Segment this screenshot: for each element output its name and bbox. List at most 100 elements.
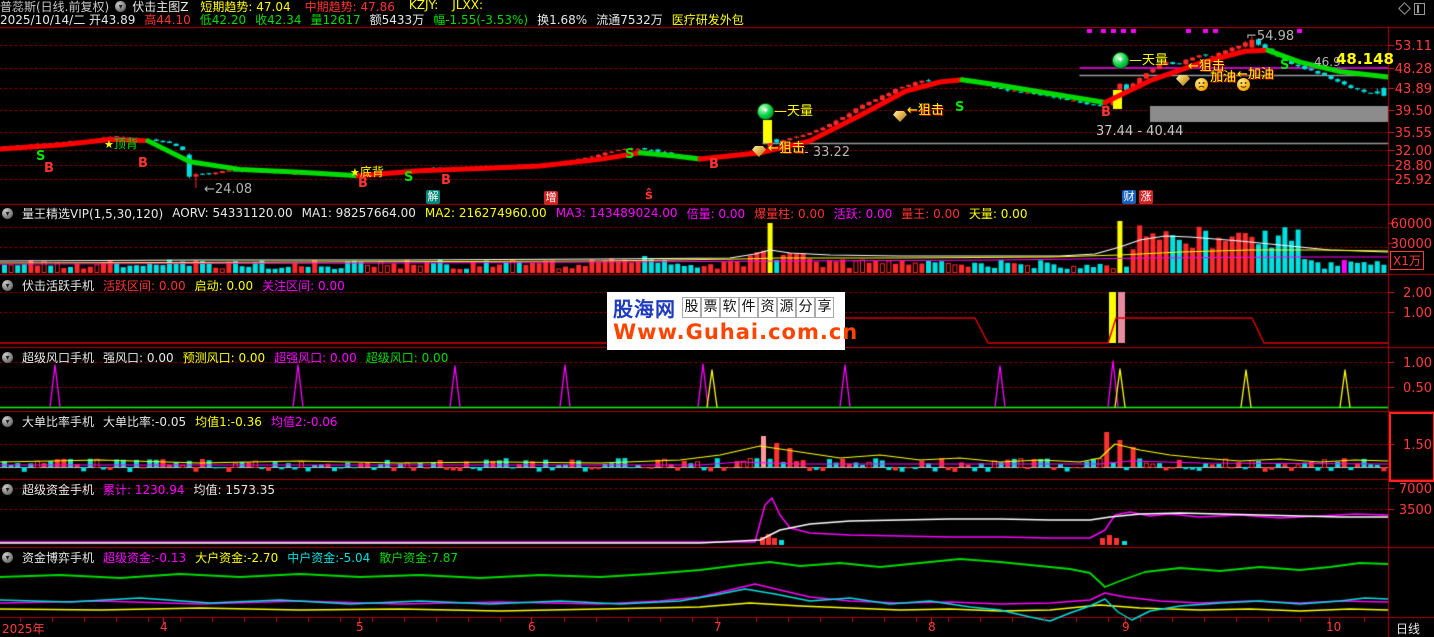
trend-segment: JLXX: [452,0,483,12]
event-badge: 解 [426,190,440,204]
divergence-label: ★顶背 [104,137,138,151]
panel-fuji-active-segment: 启动: 0.00 [194,278,254,293]
smiley-face-icon [1237,78,1250,91]
panel-fund-game-segment: 超级资金:-0.13 [103,550,187,565]
stock-name: 普蕊斯(日线.前复权) [0,0,110,14]
panel-layout-icon[interactable] [1414,3,1425,15]
quote-segment: 幅-1.55(-3.53%) [433,13,529,27]
panel-super-fund-segment: 超级资金手机 [22,482,95,497]
collapse-circle-icon[interactable]: ▾ [2,483,13,495]
panel-fuji-active-segment: 伏击活跃手机 [22,278,95,293]
quote-segment: 2025/10/14/二 开43.89 [0,13,136,27]
panel-volume-segment: MA3: 143489024.00 [555,206,678,220]
panel-volume-segment: 量王: 0.00 [901,206,960,221]
sky-volume-icon: ✦ —天量 [757,103,813,120]
panel-volume-segment: 量王精选VIP(1,5,30,120) [22,206,164,221]
gem-icon [1176,75,1190,86]
axis-price-label: 3500 [1398,503,1432,518]
panel-super-wind-segment: 超级风口手机 [22,350,95,365]
chart-label: ←狙击 [1188,59,1225,74]
panel-fund-game-segment: 中户资金:-5.04 [287,550,371,565]
chart-label: ←狙击 [768,141,805,156]
collapse-circle-icon[interactable]: ▾ [2,279,13,291]
axis-price-label: 1.00 [1403,306,1432,321]
trend-segment: KZJY: [408,0,439,12]
trend-values: 短期趋势: 47.04 中期趋势: 47.86 KZJY: JLXX: [200,0,497,15]
chart-label: 48.148 [1336,50,1394,68]
quote-segment: 额5433万 [369,13,425,27]
collapse-circle-icon[interactable]: ▾ [2,351,13,363]
panel-fuji-active-segment: 关注区间: 0.00 [262,278,345,293]
panel-header-volume[interactable]: ▾ 量王精选VIP(1,5,30,120) AORV: 54331120.00 MA1… [2,206,1036,221]
axis-price-label: 2.00 [1403,286,1432,301]
panel-super-wind-segment: 超级风口: 0.00 [365,350,449,365]
event-badge: 财 [1122,190,1136,204]
watermark: 股海网 股票软件资源分享 Www.Guhai.com.cn [607,292,859,350]
panel-header-fund-game[interactable]: ▾ 资金博弈手机 超级资金:-0.13 大户资金:-2.70 中户资金:-5.04 散户资… [2,550,467,565]
marker-ŝ: ŝ [645,188,653,203]
quote-segment: 量12617 [310,13,361,27]
axis-price-label: 30000 [1390,237,1432,252]
axis-price-label: 60000 [1390,217,1432,232]
volume-unit-label: X1万 [1390,251,1424,270]
axis-price-label: 53.11 [1394,39,1432,54]
collapse-circle-icon[interactable]: ▾ [2,415,13,427]
panel-big-order-segment: 大单比率:-0.05 [103,414,187,429]
quote-segment: 高44.10 [144,13,191,27]
period-label[interactable]: 日线 [1396,622,1421,636]
panel-volume-segment: 倍量: 0.00 [686,206,746,221]
gem-icon [752,146,766,157]
chart-annotations: S B ★顶背 B ←24.08 ★底背 B S B S B 解增 ŝ 财涨 ✦ —天量 ←狙击 - 33.22 ←… [0,0,1434,205]
x-axis-month-label: 4 [160,620,168,634]
x-axis-month-label: 9 [1122,620,1130,634]
x-axis-year: 2025年 [2,622,45,636]
trend-segment: 中期趋势: 47.86 [304,0,395,14]
marker-s: S [404,170,414,185]
axis-price-label: 7000 [1398,482,1432,497]
axis-price-label: 32.00 [1394,144,1432,159]
axis-price-label: 1.00 [1403,356,1432,371]
watermark-tagline: 股票软件资源分享 [682,296,834,318]
axis-price-label: 0.50 [1403,381,1432,396]
marker-b: B [358,176,368,191]
panel-header-big-order[interactable]: ▾ 大单比率手机 大单比率:-0.05 均值1:-0.36 均值2:-0.06 [2,414,347,429]
axis-price-label: 1.50 [1403,438,1432,453]
panel-header-super-wind[interactable]: ▾ 超级风口手机 强风口: 0.00 预测风口: 0.00 超强风口: 0.00 超级风口… [2,350,457,365]
gem-icon [893,111,907,122]
sad-face-icon [1195,78,1208,91]
event-badge: 增 [544,191,558,205]
chart-label: ⌐54.98 [1246,29,1295,44]
panel-fuji-active-segment: 活跃区间: 0.00 [103,278,186,293]
x-axis-month-label: 8 [928,620,936,634]
watermark-url: Www.Guhai.com.cn [613,320,859,344]
collapse-circle-icon[interactable]: ▾ [2,551,13,563]
panel-big-order-segment: 大单比率手机 [22,414,95,429]
quote-segment: 流通7532万 [596,13,663,27]
main-indicator-name[interactable]: 伏击主图Z [132,0,189,14]
quote-segment: 低42.20 [199,13,247,27]
chart-label: ←加油 [1237,67,1274,82]
panel-volume-segment: AORV: 54331120.00 [172,206,293,220]
panel-super-wind-segment: 超强风口: 0.00 [274,350,357,365]
panel-super-wind-segment: 预测风口: 0.00 [182,350,266,365]
marker-b: B [1101,105,1111,120]
panel-header-super-fund[interactable]: ▾ 超级资金手机 累计: 1230.94 均值: 1573.35 [2,482,284,497]
panel-super-wind-segment: 强风口: 0.00 [103,350,174,365]
chart-label: ←24.08 [204,182,253,197]
marker-s: S [955,100,965,115]
quote-segment: 收42.34 [255,13,302,27]
collapse-circle-icon[interactable]: ▾ [2,207,13,219]
chevron-down-icon[interactable]: ▾ [115,1,127,12]
quote-segment: 医疗研发外包 [671,13,744,27]
marker-b: B [709,157,719,172]
quote-values: 2025/10/14/二 开43.89 高44.10 低42.20 收42.34 量12… [0,11,753,28]
marker-s: S [36,149,46,164]
axis-price-label: 35.55 [1394,126,1432,141]
panel-header-fuji-active[interactable]: ▾ 伏击活跃手机 活跃区间: 0.00 启动: 0.00 关注区间: 0.00 [2,278,354,293]
axis-price-label: 25.92 [1394,173,1432,188]
panel-fund-game-segment: 资金博弈手机 [22,550,95,565]
trend-segment: 短期趋势: 47.04 [200,0,291,14]
panel-big-order-segment: 均值1:-0.36 [195,414,262,429]
marker-b: B [44,161,54,176]
watermark-brand: 股海网 [613,296,676,321]
